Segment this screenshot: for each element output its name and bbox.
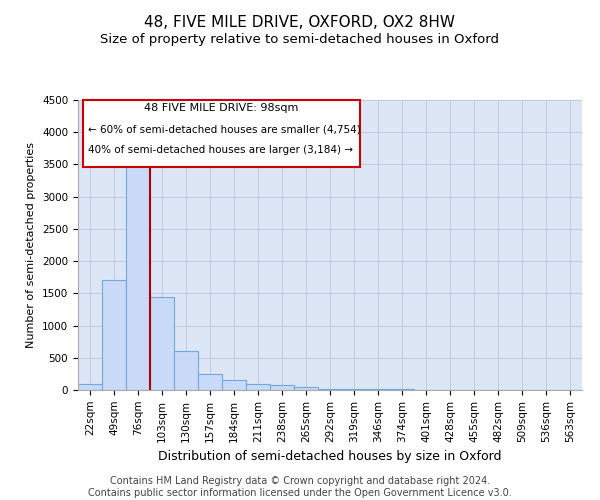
Text: Size of property relative to semi-detached houses in Oxford: Size of property relative to semi-detach…	[101, 32, 499, 46]
Bar	[270, 385, 294, 390]
FancyBboxPatch shape	[83, 100, 360, 166]
Bar	[102, 280, 126, 390]
Bar	[78, 384, 102, 390]
Bar	[174, 352, 198, 390]
Text: 48, FIVE MILE DRIVE, OXFORD, OX2 8HW: 48, FIVE MILE DRIVE, OXFORD, OX2 8HW	[145, 15, 455, 30]
Bar	[126, 164, 150, 390]
Text: 48 FIVE MILE DRIVE: 98sqm: 48 FIVE MILE DRIVE: 98sqm	[145, 103, 299, 113]
Text: 40% of semi-detached houses are larger (3,184) →: 40% of semi-detached houses are larger (…	[88, 145, 353, 155]
Bar	[342, 389, 366, 390]
Bar	[246, 384, 270, 390]
Bar	[222, 380, 246, 390]
Y-axis label: Number of semi-detached properties: Number of semi-detached properties	[26, 142, 37, 348]
X-axis label: Distribution of semi-detached houses by size in Oxford: Distribution of semi-detached houses by …	[158, 450, 502, 463]
Text: Contains HM Land Registry data © Crown copyright and database right 2024.
Contai: Contains HM Land Registry data © Crown c…	[88, 476, 512, 498]
Bar	[294, 387, 318, 390]
Bar	[318, 388, 342, 390]
Text: ← 60% of semi-detached houses are smaller (4,754): ← 60% of semi-detached houses are smalle…	[88, 124, 361, 134]
Bar	[150, 296, 174, 390]
Bar	[198, 374, 222, 390]
